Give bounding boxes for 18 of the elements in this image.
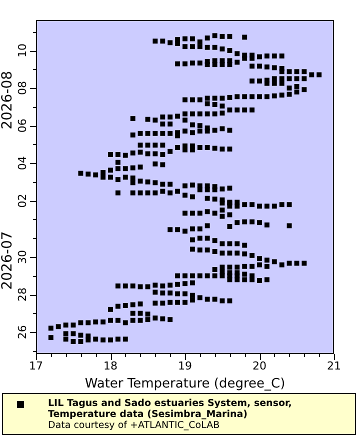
x-tick-label: 17 [29,359,43,372]
text: 2026-07 [0,231,16,290]
y-tick-label: 26 [16,325,29,340]
x-axis-title: Water Temperature (degree_C) [84,376,286,392]
x-tick-label: 21 [327,359,341,372]
y-tick-label: 02 [16,194,29,208]
y-tick-label: 08 [16,81,29,96]
y-tick-label: 04 [16,156,29,170]
y-tick-label: 10 [16,44,29,58]
x-tick-label: 19 [178,359,192,372]
y-tick-label: 28 [16,288,29,302]
x-tick-label: 18 [104,359,118,372]
x-tick-label: 20 [252,359,266,372]
y-tick-label: 06 [16,118,29,133]
text: LIL Tagus and Sado estuaries System, sensor, Temperature data (Sesimbra_Marina) [48,398,293,420]
text: Data courtesy of +ATLANTIC_CoLAB [48,420,221,431]
text: 2026-08 [0,70,16,130]
y-tick-label: 30 [16,250,29,264]
